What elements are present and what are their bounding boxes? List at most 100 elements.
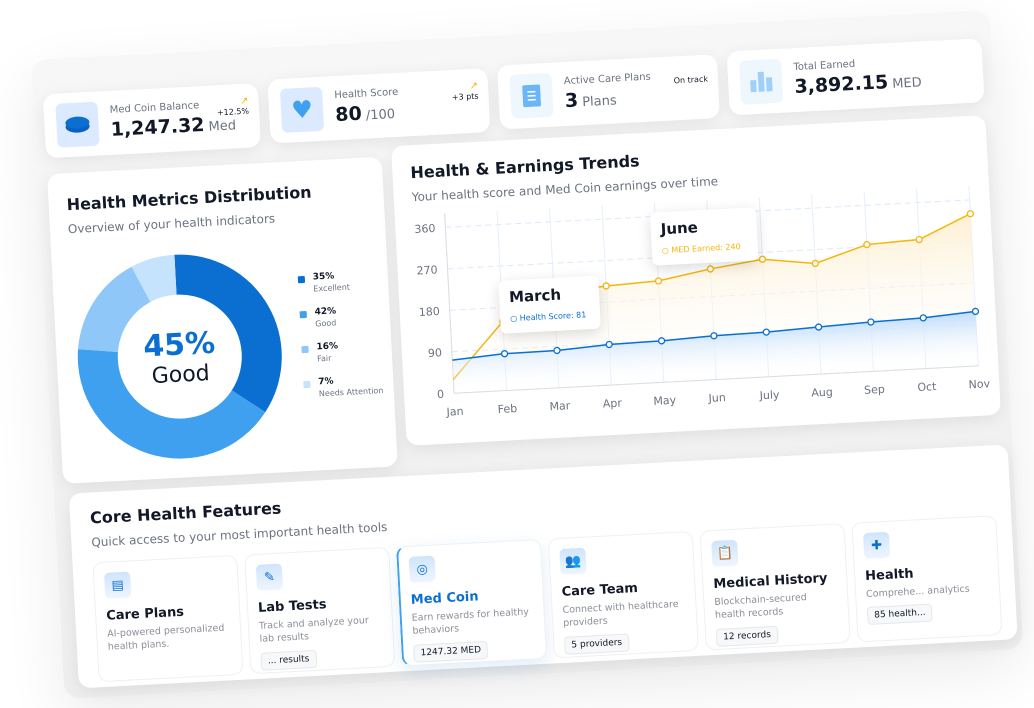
stat-unit: Med <box>208 118 237 135</box>
y-tick-label: 360 <box>414 222 436 236</box>
data-point[interactable] <box>762 328 770 336</box>
data-point[interactable] <box>605 340 613 349</box>
legend-pct: 16% <box>316 341 339 353</box>
data-point[interactable] <box>863 240 871 249</box>
x-tick-label: Apr <box>602 397 622 411</box>
donut-slice-needs-attention[interactable] <box>131 254 177 303</box>
feature-description: Comprehe... analytics <box>865 583 970 600</box>
legend-name: Excellent <box>313 282 351 294</box>
feature-title: Care Plans <box>105 604 185 624</box>
series-area-health-score <box>452 311 979 394</box>
document-icon: ▤ <box>103 571 132 599</box>
tooltip-text: Health Score: 81 <box>519 310 587 323</box>
tooltip-march: March ○ Health Score: 81 <box>498 275 601 334</box>
feature-card-med-coin[interactable]: ◎ Med Coin Earn rewards for healthy beha… <box>396 538 548 667</box>
x-tick-label: Sep <box>864 383 885 397</box>
legend-pct: 35% <box>312 271 335 283</box>
feature-card-health[interactable]: ✚ Health Comprehe... analytics 85 health… <box>851 515 1003 643</box>
coin-icon: ◎ <box>408 555 436 583</box>
feature-description: Connect with healthcare providers <box>562 598 679 630</box>
y-tick-label: 90 <box>428 346 443 360</box>
donut-slice-good[interactable] <box>77 340 267 464</box>
data-point[interactable] <box>706 265 715 273</box>
data-point[interactable] <box>710 332 718 340</box>
stat-trend: +12.5% <box>216 106 250 118</box>
data-point[interactable] <box>657 337 666 345</box>
stat-value: 1,247.32 <box>110 114 206 141</box>
stat-label: Active Care Plans <box>563 71 652 88</box>
stat-value: 80 <box>334 102 363 127</box>
tooltip-title: June <box>660 218 699 239</box>
feature-card-care-plans[interactable]: ▤ Care Plans AI-powered personalized hea… <box>92 554 244 683</box>
data-point[interactable] <box>867 318 875 326</box>
donut-chart <box>74 249 284 464</box>
legend-name: Needs Attention <box>318 385 384 399</box>
feature-card-care-team[interactable]: 👥 Care Team Connect with healthcare prov… <box>547 530 699 659</box>
tooltip-june: June ○ MED Earned: 240 <box>649 207 759 266</box>
stat-unit: MED <box>891 75 923 92</box>
x-tick-label: July <box>758 388 780 402</box>
donut-legend: 35% Excellent 42% Good 16% Fair 7% Needs Att… <box>297 269 385 413</box>
feature-title: Medical History <box>713 571 828 592</box>
tooltip-title: March <box>508 285 562 307</box>
y-tick-label: 270 <box>416 263 438 277</box>
stat-med-coin-balance[interactable]: Med Coin Balance 1,247.32 Med ↗ +12.5% <box>42 83 261 159</box>
stat-label: Health Score <box>334 86 399 102</box>
stat-trend: On track <box>673 74 709 86</box>
stat-unit: Plans <box>581 93 618 111</box>
feature-title: Lab Tests <box>257 597 327 616</box>
feature-description: Blockchain-secured health records <box>714 592 808 622</box>
feature-title: Health <box>864 566 914 585</box>
clipboard-icon: 📋 <box>711 539 739 568</box>
donut-slice-excellent[interactable] <box>174 249 284 416</box>
donut-slice-fair[interactable] <box>74 266 153 354</box>
feature-title: Care Team <box>561 580 639 600</box>
stat-unit: /100 <box>365 107 396 124</box>
data-point[interactable] <box>919 314 927 322</box>
legend-pct: 7% <box>318 376 334 388</box>
y-tick-label: 180 <box>418 305 440 319</box>
feature-badge: ... results <box>260 649 317 671</box>
feature-badge: 1247.32 MED <box>413 640 489 663</box>
x-tick-label: May <box>653 394 677 408</box>
legend-item: 7% Needs Attention <box>303 374 384 399</box>
feature-description: Track and analyze your lab results <box>258 615 370 646</box>
feature-card-lab-tests[interactable]: ✎ Lab Tests Track and analyze your lab r… <box>244 546 396 675</box>
data-point[interactable] <box>553 346 561 355</box>
x-tick-label: Jun <box>707 391 726 405</box>
x-tick-label: Mar <box>549 399 571 413</box>
stat-active-care-plans[interactable]: Active Care Plans 3 Plans On track <box>496 54 721 130</box>
team-icon: 👥 <box>559 547 587 575</box>
data-point[interactable] <box>915 235 923 244</box>
stat-value: 3,892.15 <box>793 71 889 99</box>
data-point[interactable] <box>500 350 509 358</box>
legend-pct: 42% <box>314 306 337 318</box>
legend-item: 16% Fair <box>301 339 382 364</box>
data-point[interactable] <box>758 255 767 263</box>
x-tick-label: Aug <box>811 385 833 399</box>
legend-name: Good <box>315 318 337 329</box>
health-metrics-card: Health Metrics Distribution Overview of … <box>47 156 398 484</box>
x-tick-label: Jan <box>445 405 464 419</box>
stat-value: 3 <box>564 89 579 113</box>
data-point[interactable] <box>814 323 823 331</box>
x-tick-label: Nov <box>968 377 991 391</box>
data-point[interactable] <box>602 282 610 290</box>
stat-health-score[interactable]: ♥ Health Score 80/100 ↗ +3 pts <box>267 68 491 144</box>
stat-total-earned[interactable]: Total Earned 3,892.15 MED <box>726 38 985 116</box>
pen-icon: ✎ <box>255 563 284 591</box>
legend-name: Fair <box>316 353 332 364</box>
stat-trend: +3 pts <box>451 91 479 102</box>
x-tick-label: Oct <box>917 380 937 394</box>
feature-card-medical-history[interactable]: 📋 Medical History Blockchain-secured hea… <box>699 523 851 651</box>
medkit-icon: ✚ <box>862 531 891 560</box>
legend-item: 42% Good <box>299 304 380 329</box>
x-tick-label: Feb <box>497 402 517 416</box>
heart-icon: ♥ <box>279 86 325 133</box>
feature-description: AI-powered personalized health plans. <box>106 622 225 654</box>
data-point[interactable] <box>654 277 663 285</box>
data-point[interactable] <box>971 307 980 316</box>
feature-description: Earn rewards for healthy behaviors <box>411 606 530 638</box>
data-point[interactable] <box>966 210 975 218</box>
data-point[interactable] <box>811 259 819 268</box>
